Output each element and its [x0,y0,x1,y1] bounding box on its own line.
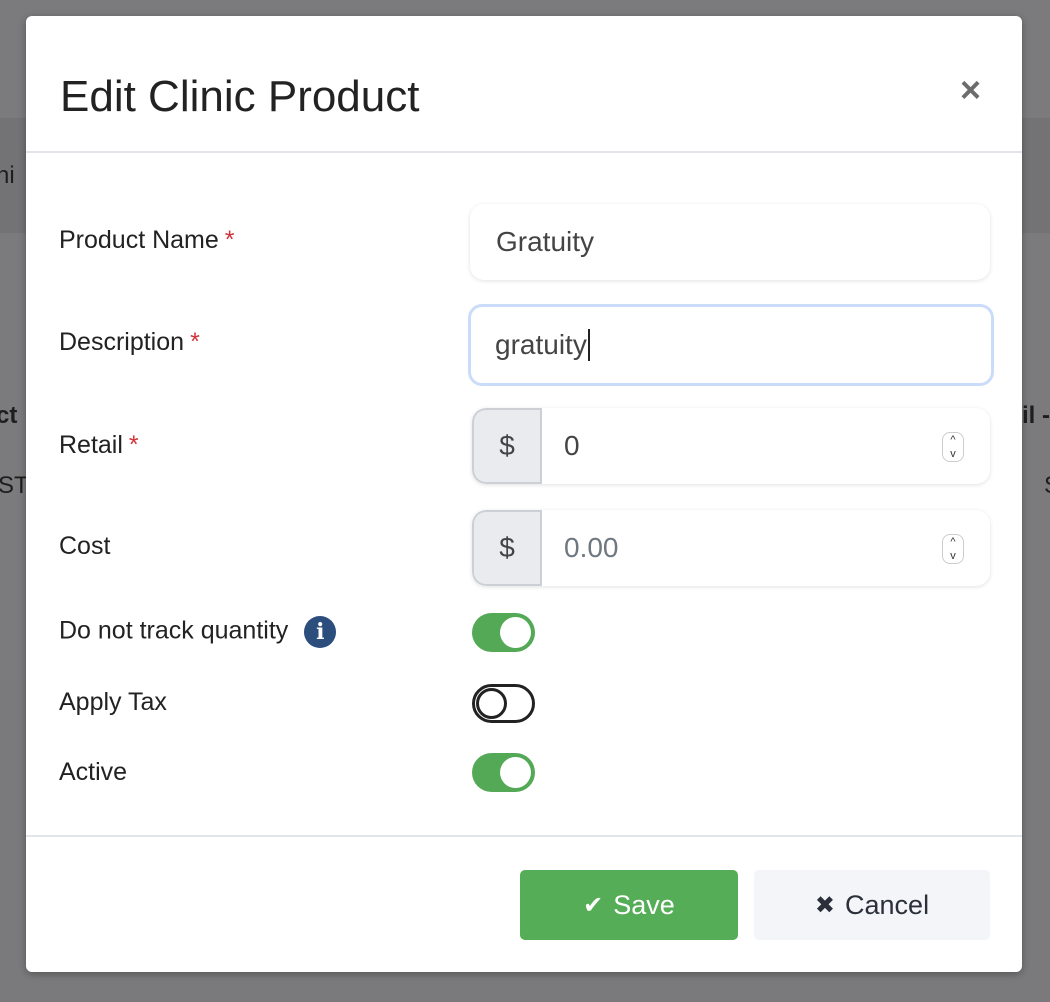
modal-title: Edit Clinic Product [60,72,420,121]
description-input[interactable]: gratuity [468,304,994,386]
check-icon: ✔ [583,891,604,919]
spinner-icon[interactable]: ^ v [942,432,964,462]
header-divider [26,151,1022,153]
retail-input[interactable]: 0 ^ v [540,408,990,484]
label-text: Product Name [59,226,219,254]
background-text: ST [0,472,29,499]
do-not-track-toggle[interactable] [472,613,535,652]
info-icon[interactable]: i [304,616,337,648]
toggle-knob [476,688,507,719]
product-name-label: Product Name * [59,226,235,255]
background-text: hi [0,162,15,189]
apply-tax-label: Apply Tax [59,688,167,716]
cost-label: Cost [59,532,111,560]
apply-tax-toggle[interactable] [472,684,535,723]
toggle-knob [500,617,531,648]
active-toggle[interactable] [472,753,535,792]
save-label: Save [613,889,675,920]
required-marker: * [224,226,235,254]
dollar-prefix: $ [472,510,540,586]
toggle-knob [500,757,531,788]
input-value: gratuity [495,329,587,360]
footer-divider [26,835,1022,837]
dollar-prefix: $ [472,408,540,484]
background-text: il - [1022,402,1050,429]
text-caret [587,329,590,361]
required-marker: * [190,328,200,356]
input-value: 0 [564,430,580,461]
do-not-track-label: Do not track quantity i [59,616,337,648]
x-icon: ✖ [814,891,836,919]
edit-product-modal: Edit Clinic Product × Product Name * Grat… [26,16,1022,972]
label-text: Retail [59,431,123,459]
cancel-button[interactable]: ✖ Cancel [754,870,990,940]
retail-input-group: $ 0 ^ v [472,408,990,484]
save-button[interactable]: ✔ Save [520,870,738,940]
cost-input-group: $ 0.00 ^ v [472,510,990,586]
cancel-label: Cancel [845,889,930,920]
background-text: ct [0,402,18,429]
cost-input[interactable]: 0.00 ^ v [540,510,990,586]
description-label: Description * [59,328,200,357]
input-value: Gratuity [496,226,595,257]
close-icon[interactable]: × [960,69,982,110]
label-text: Do not track quantity [59,616,289,645]
label-text: Description [59,328,185,356]
required-marker: * [128,431,139,459]
spinner-icon[interactable]: ^ v [942,534,964,564]
input-placeholder: 0.00 [564,532,619,563]
product-name-input[interactable]: Gratuity [470,204,990,280]
retail-label: Retail * [59,431,139,460]
active-label: Active [59,758,128,786]
background-text: S [1044,472,1050,500]
